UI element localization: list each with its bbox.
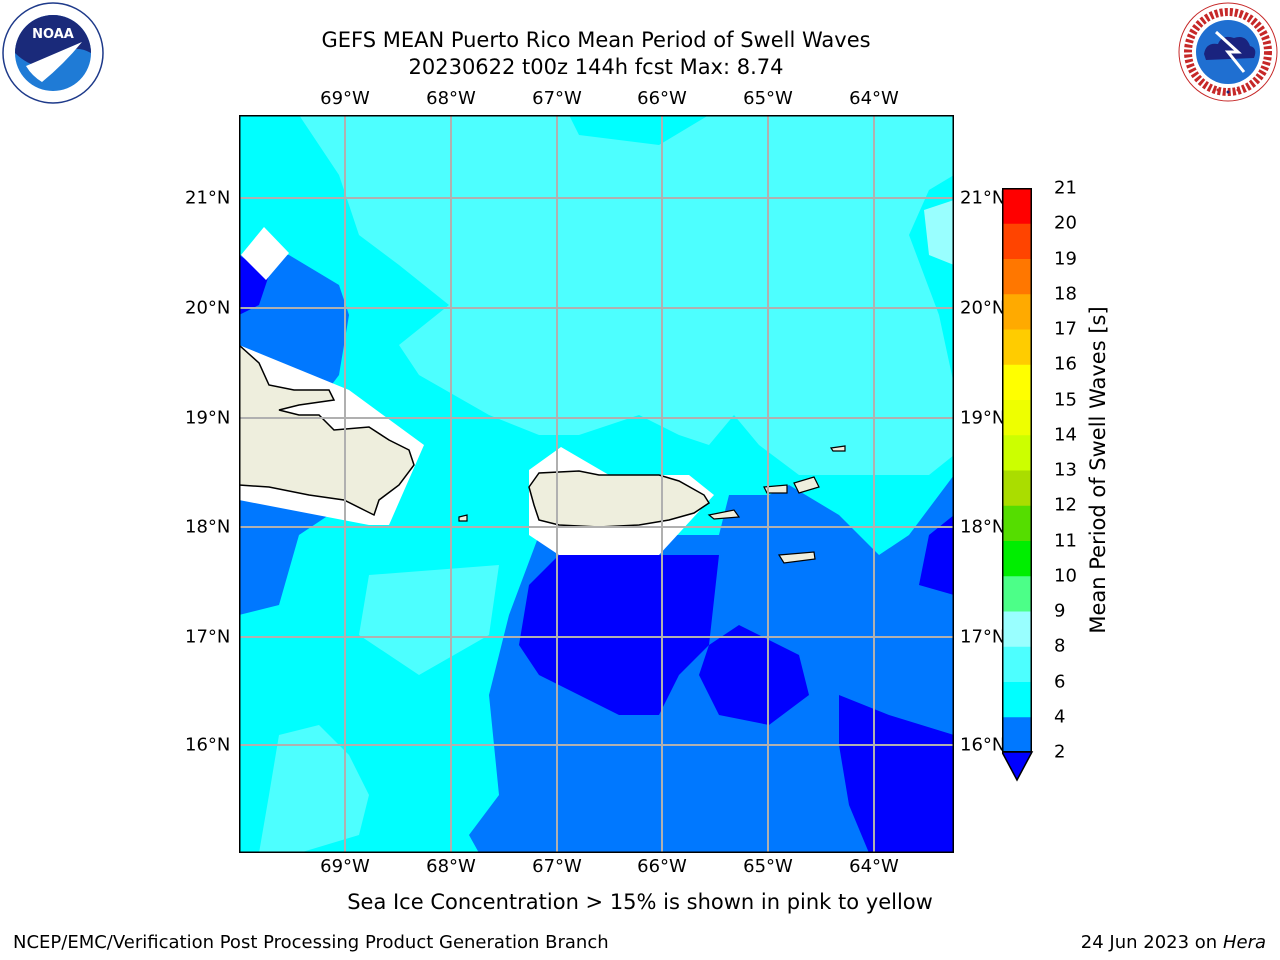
field-2-4s-west xyxy=(239,495,359,615)
lon-label-bottom-65w: 65°W xyxy=(743,856,793,877)
field-0-2s-south xyxy=(519,555,719,715)
mona-land xyxy=(458,514,468,522)
field-6-8s-north xyxy=(299,115,954,475)
lat-label-left-19n: 19°N xyxy=(185,407,231,429)
lon-label-top-65w: 65°W xyxy=(743,88,793,109)
colorbar-tick-6: 6 xyxy=(1054,671,1066,692)
colorbar-swatch-6 xyxy=(1002,646,1032,682)
lat-label-left-18n: 18°N xyxy=(185,516,231,538)
lon-label-bottom-68w: 68°W xyxy=(426,856,476,877)
anegada-land xyxy=(829,445,846,452)
noaa-logo-text: NOAA xyxy=(32,27,74,42)
colorbar-swatches xyxy=(1002,188,1034,782)
chart-subtitle: 20230622 t00z 144h fcst Max: 8.74 xyxy=(408,55,784,79)
colorbar-tick-10: 10 xyxy=(1054,565,1077,587)
colorbar-swatch-17 xyxy=(1002,293,1032,330)
puerto-rico-land xyxy=(528,470,711,528)
colorbar-swatch-10 xyxy=(1002,540,1032,577)
colorbar-swatch-4 xyxy=(1002,681,1032,718)
colorbar-tick-2: 2 xyxy=(1054,741,1066,763)
footer-credit: NCEP/EMC/Verification Post Processing Pr… xyxy=(13,932,609,953)
colorbar-tick-21: 21 xyxy=(1054,177,1077,199)
colorbar-swatch-13 xyxy=(1002,434,1032,471)
lon-label-top-69w: 69°W xyxy=(320,88,370,109)
lat-label-right-16n: 16°N xyxy=(960,734,1006,756)
sea-ice-note: Sea Ice Concentration > 15% is shown in … xyxy=(347,890,933,914)
colorbar-border xyxy=(1002,188,1032,753)
vieques-land xyxy=(707,509,741,520)
st-croix-land xyxy=(777,551,816,564)
lon-label-bottom-67w: 67°W xyxy=(532,856,582,877)
field-8-9s xyxy=(924,200,954,265)
lat-label-right-20n: 20°N xyxy=(960,297,1006,319)
field-0-2s-east xyxy=(919,515,954,595)
colorbar-tick-12: 12 xyxy=(1054,494,1077,516)
field-6-8s-mid xyxy=(359,565,499,675)
lon-label-bottom-66w: 66°W xyxy=(637,856,687,877)
lon-label-top-67w: 67°W xyxy=(532,88,582,109)
colorbar-tick-19: 19 xyxy=(1054,248,1077,269)
lat-label-left-17n: 17°N xyxy=(185,626,231,648)
footer-date-text: 24 Jun 2023 on xyxy=(1080,932,1218,953)
colorbar-swatch-16 xyxy=(1002,329,1032,365)
colorbar-swatch-8 xyxy=(1002,611,1032,647)
lon-label-bottom-64w: 64°W xyxy=(849,856,899,877)
colorbar xyxy=(1002,188,1034,782)
lat-label-left-21n: 21°N xyxy=(185,187,231,209)
colorbar-swatch-12 xyxy=(1002,470,1032,506)
colorbar-tick-16: 16 xyxy=(1054,353,1077,375)
colorbar-swatch-18 xyxy=(1002,258,1032,295)
field-0-2s-south-east xyxy=(699,625,809,725)
lat-label-right-18n: 18°N xyxy=(960,516,1006,538)
lat-label-right-21n: 21°N xyxy=(960,187,1006,209)
field-0-2s-southeast xyxy=(839,695,954,853)
colorbar-tick-13: 13 xyxy=(1054,459,1077,481)
colorbar-swatch-11 xyxy=(1002,505,1032,541)
colorbar-swatch-14 xyxy=(1002,399,1032,436)
chart-title: GEFS MEAN Puerto Rico Mean Period of Swe… xyxy=(321,28,871,52)
colorbar-label: Mean Period of Swell Waves [s] xyxy=(1086,306,1110,634)
graticule xyxy=(239,115,954,853)
colorbar-tick-8: 8 xyxy=(1054,635,1066,657)
colorbar-tick-15: 15 xyxy=(1054,389,1077,410)
map-border xyxy=(239,115,954,853)
colorbar-tick-17: 17 xyxy=(1054,318,1077,340)
colorbar-swatch-9 xyxy=(1002,575,1032,612)
footer-date: 24 Jun 2023 on Hera xyxy=(1081,932,1266,953)
virgin-islands-land xyxy=(763,484,788,494)
colorbar-tick-20: 20 xyxy=(1054,212,1077,234)
virgin-islands-land-2 xyxy=(793,476,820,494)
colorbar-swatch-19 xyxy=(1002,223,1032,259)
lon-label-top-68w: 68°W xyxy=(426,88,476,109)
lat-label-left-20n: 20°N xyxy=(185,297,231,319)
colorbar-tick-9: 9 xyxy=(1054,600,1066,622)
lon-label-top-66w: 66°W xyxy=(637,88,687,109)
lat-label-left-16n: 16°N xyxy=(185,734,231,756)
colorbar-swatch-2 xyxy=(1002,716,1032,753)
masked-patch xyxy=(241,227,289,280)
lat-label-right-17n: 17°N xyxy=(960,626,1006,648)
colorbar-swatch-20 xyxy=(1002,188,1032,224)
colorbar-tick-11: 11 xyxy=(1054,530,1077,551)
lat-label-right-19n: 19°N xyxy=(960,407,1006,429)
map-plot xyxy=(239,115,954,853)
colorbar-tick-14: 14 xyxy=(1054,424,1077,446)
colorbar-tick-18: 18 xyxy=(1054,283,1077,305)
colorbar-extend-min xyxy=(1002,751,1034,782)
lon-label-top-64w: 64°W xyxy=(849,88,899,109)
hispaniola-land xyxy=(239,343,415,517)
nws-logo-icon xyxy=(1178,2,1278,102)
lon-label-bottom-69w: 69°W xyxy=(320,856,370,877)
footer-host: Hera xyxy=(1222,932,1266,953)
field-6-8s-south xyxy=(259,725,369,853)
colorbar-tick-4: 4 xyxy=(1054,706,1066,728)
noaa-logo-icon: NOAA xyxy=(2,2,104,104)
colorbar-swatch-15 xyxy=(1002,364,1032,400)
